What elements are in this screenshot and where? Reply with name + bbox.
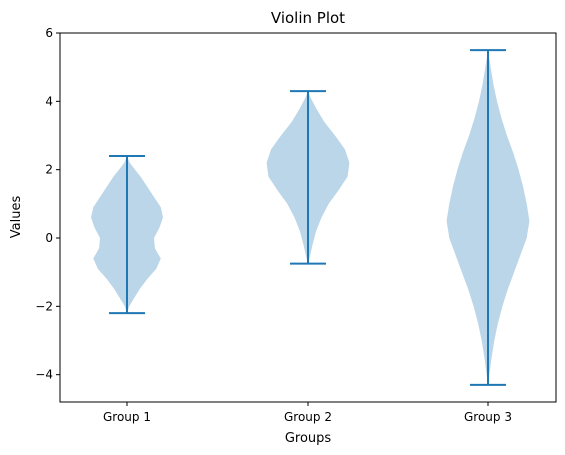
x-tick-label: Group 1 bbox=[103, 410, 151, 424]
y-axis-label: Values bbox=[9, 196, 24, 239]
y-axis: −4 −2 0 2 4 6 bbox=[35, 26, 60, 382]
plot-area bbox=[91, 49, 530, 386]
x-tick-label: Group 2 bbox=[284, 410, 332, 424]
y-tick-label: 0 bbox=[45, 231, 53, 245]
y-tick-label: 4 bbox=[45, 94, 53, 108]
x-axis: Group 1 Group 2 Group 3 bbox=[103, 402, 512, 424]
y-tick-label: 2 bbox=[45, 163, 53, 177]
y-tick-label: −2 bbox=[35, 299, 53, 313]
y-tick-label: −4 bbox=[35, 368, 53, 382]
violin-2 bbox=[266, 90, 350, 265]
y-tick-label: 6 bbox=[45, 26, 53, 40]
violin-3 bbox=[446, 49, 530, 386]
chart-title: Violin Plot bbox=[271, 9, 345, 27]
violin-1 bbox=[91, 155, 163, 315]
x-tick-label: Group 3 bbox=[464, 410, 512, 424]
x-axis-label: Groups bbox=[285, 431, 332, 446]
